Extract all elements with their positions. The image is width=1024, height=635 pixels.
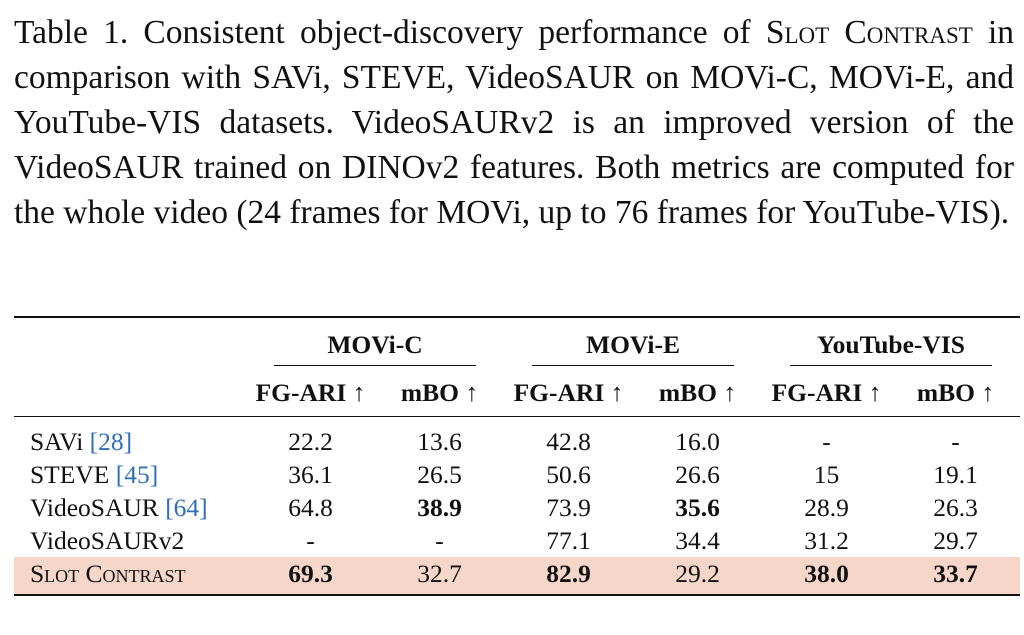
method-name: VideoSAURv2: [30, 526, 185, 555]
dataset-header-row: MOVi-C MOVi-E YouTube-VIS: [14, 317, 1020, 370]
method-name: SAVi: [30, 427, 84, 456]
method-name: VideoSAUR: [30, 493, 159, 522]
citation-link[interactable]: [45]: [115, 460, 159, 489]
metric-header-blank: [14, 370, 246, 417]
value-cell: 28.9: [804, 493, 849, 522]
best-value-cell: 38.0: [762, 557, 891, 595]
table-body: SAVi [28] 22.2 13.6 42.8 16.0 - - STEVE …: [14, 417, 1020, 595]
value-cell: 50.6: [546, 460, 591, 489]
method-cell: STEVE [45]: [14, 458, 246, 491]
method-header-cell: [14, 317, 246, 370]
metric-header-row: FG-ARI ↑ mBO ↑ FG-ARI ↑ mBO ↑ FG-ARI ↑ m…: [14, 370, 1020, 417]
value-cell: 15: [813, 460, 840, 489]
value-cell: 32.7: [375, 557, 504, 595]
value-cell: 22.2: [288, 427, 333, 456]
table-caption: Table 1. Consistent object-discovery per…: [14, 10, 1014, 235]
caption-rest: in comparison with SAVi, STEVE, VideoSAU…: [14, 14, 1014, 231]
results-table-container: MOVi-C MOVi-E YouTube-VIS FG-ARI ↑ mBO ↑…: [14, 316, 1020, 596]
results-table: MOVi-C MOVi-E YouTube-VIS FG-ARI ↑ mBO ↑…: [14, 316, 1020, 596]
table-row: VideoSAUR [64] 64.8 38.9 73.9 35.6 28.9 …: [14, 491, 1020, 524]
highlighted-table-row: Slot Contrast 69.3 32.7 82.9 29.2 38.0 3…: [14, 557, 1020, 595]
value-cell: 29.2: [633, 557, 762, 595]
caption-lead: Table 1. Consistent object-discovery per…: [14, 14, 766, 51]
value-cell: 19.1: [933, 460, 978, 489]
best-value-cell: 33.7: [891, 557, 1020, 595]
table-row: VideoSAURv2 - - 77.1 34.4 31.2 29.7: [14, 524, 1020, 557]
best-value-cell: 69.3: [246, 557, 375, 595]
value-cell: -: [306, 526, 315, 555]
value-cell: 73.9: [546, 493, 591, 522]
metric-header-mbo: mBO ↑: [633, 370, 762, 417]
method-cell: VideoSAURv2: [14, 524, 246, 557]
table-header: MOVi-C MOVi-E YouTube-VIS FG-ARI ↑ mBO ↑…: [14, 317, 1020, 417]
value-cell: -: [951, 427, 960, 456]
best-value-cell: 35.6: [675, 493, 720, 522]
method-cell: VideoSAUR [64]: [14, 491, 246, 524]
value-cell: 36.1: [288, 460, 333, 489]
table-row: STEVE [45] 36.1 26.5 50.6 26.6 15 19.1: [14, 458, 1020, 491]
value-cell: 26.5: [417, 460, 462, 489]
caption-method-name: Slot Contrast: [765, 14, 973, 51]
value-cell: 29.7: [933, 526, 978, 555]
value-cell: 26.3: [933, 493, 978, 522]
value-cell: 26.6: [675, 460, 720, 489]
table-row: SAVi [28] 22.2 13.6 42.8 16.0 - -: [14, 417, 1020, 459]
best-value-cell: 82.9: [504, 557, 633, 595]
value-cell: 34.4: [675, 526, 720, 555]
metric-header-fg-ari: FG-ARI ↑: [762, 370, 891, 417]
value-cell: 42.8: [546, 427, 591, 456]
method-cell: Slot Contrast: [14, 557, 246, 595]
value-cell: 64.8: [288, 493, 333, 522]
metric-header-fg-ari: FG-ARI ↑: [246, 370, 375, 417]
metric-header-fg-ari: FG-ARI ↑: [504, 370, 633, 417]
value-cell: 31.2: [804, 526, 849, 555]
value-cell: 77.1: [546, 526, 591, 555]
metric-header-mbo: mBO ↑: [891, 370, 1020, 417]
value-cell: 16.0: [675, 427, 720, 456]
method-cell: SAVi [28]: [14, 417, 246, 459]
best-value-cell: 38.9: [417, 493, 462, 522]
dataset-header-movi-e: MOVi-E: [504, 317, 762, 370]
value-cell: -: [822, 427, 831, 456]
citation-link[interactable]: [28]: [89, 427, 133, 456]
value-cell: -: [435, 526, 444, 555]
dataset-header-movi-c: MOVi-C: [246, 317, 504, 370]
metric-header-mbo: mBO ↑: [375, 370, 504, 417]
value-cell: 13.6: [417, 427, 462, 456]
method-name: STEVE: [30, 460, 110, 489]
method-name: Slot Contrast: [30, 559, 186, 588]
dataset-header-youtube-vis: YouTube-VIS: [762, 317, 1020, 370]
citation-link[interactable]: [64]: [165, 493, 208, 522]
